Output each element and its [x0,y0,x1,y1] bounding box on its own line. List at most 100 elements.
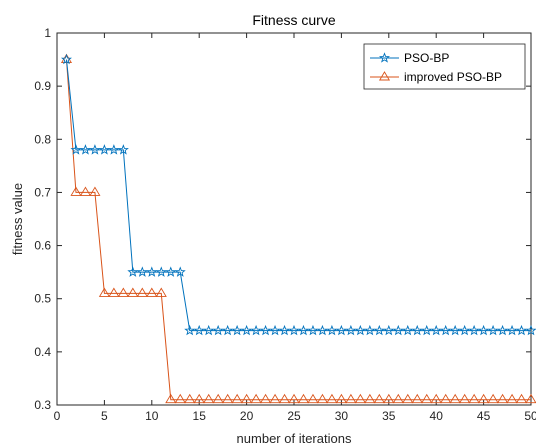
x-tick-label: 10 [145,409,159,423]
data-point-marker [79,144,91,155]
data-point-marker [525,393,536,404]
data-point-marker [117,144,129,155]
data-point-marker [98,287,110,297]
data-point-marker [155,287,167,297]
data-point-marker [203,324,215,336]
data-point-marker [335,324,347,336]
data-point-marker [89,144,101,155]
data-point-marker [316,393,328,404]
legend: PSO-BP improved PSO-BP [363,43,526,90]
data-point-marker [506,393,518,404]
data-point-marker [250,324,262,336]
data-point-marker [516,324,528,336]
x-axis-label: number of iterations [237,431,352,446]
data-point-marker [487,393,499,404]
legend-box [363,43,526,90]
y-tick-label: 0.3 [34,398,51,412]
data-point-marker [260,324,272,336]
x-tick-label: 45 [477,409,491,423]
axis-ticks: 0 5 10 15 20 25 30 35 40 45 50 0.3 0.4 0.5 0.6 0.7 0.8 0.… [34,26,536,423]
data-point-marker [383,393,395,404]
data-point-marker [146,287,158,297]
x-tick-label: 50 [524,409,536,423]
data-point-marker [136,287,148,297]
data-point-marker [392,324,404,336]
legend-marker-pso-bp [378,52,391,63]
x-tick-label: 40 [430,409,444,423]
data-point-marker [79,186,91,196]
data-point-marker [288,393,300,404]
data-point-marker [316,324,328,336]
data-point-marker [411,393,423,404]
data-point-marker [241,393,253,404]
data-point-marker [174,266,186,277]
data-point-marker [506,324,518,336]
data-point-marker [430,393,442,404]
data-point-marker [515,393,528,404]
data-point-marker [383,324,395,336]
series-line [65,59,531,401]
y-tick-label: 0.4 [34,345,51,359]
data-point-marker [184,324,196,336]
data-point-marker [212,393,224,404]
data-point-marker [117,287,129,297]
data-point-marker [430,324,442,336]
data-point-marker [241,324,253,336]
data-point-marker [392,393,404,404]
data-point-marker [449,393,461,404]
y-tick-label: 0.8 [34,132,51,146]
data-point-marker [459,393,471,404]
data-point-marker [98,144,110,155]
data-point-marker [373,324,385,336]
series-layer [60,53,536,404]
data-point-marker [459,324,471,336]
series-line [65,59,531,332]
data-point-marker [297,324,309,336]
data-point-marker [449,324,461,336]
data-point-marker [288,324,300,336]
data-point-marker [165,266,177,277]
x-tick-label: 15 [193,409,207,423]
x-tick-label: 25 [287,409,301,423]
data-point-marker [364,393,376,404]
data-point-marker [411,324,423,336]
data-point-marker [250,393,262,404]
series-pso-bp [60,53,536,336]
data-point-marker [421,393,433,404]
x-tick-label: 30 [335,409,349,423]
data-point-marker [127,287,139,297]
data-point-marker [345,393,357,404]
data-point-marker [297,393,310,404]
data-point-marker [497,324,509,336]
data-point-marker [155,266,167,277]
data-point-marker [326,393,338,404]
data-point-marker [440,393,452,404]
y-tick-label: 0.6 [34,239,51,253]
data-point-marker [269,324,281,336]
y-tick-label: 0.5 [34,292,51,306]
data-point-marker [136,266,148,277]
data-point-marker [269,393,281,404]
data-point-marker [354,324,366,336]
data-point-marker [193,393,205,404]
data-point-marker [478,324,490,336]
data-point-marker [108,144,120,155]
legend-label-improved-pso-bp: improved PSO-BP [404,70,502,84]
data-point-marker [307,393,319,404]
legend-marker-improved-pso-bp [378,71,391,81]
data-point-marker [222,393,234,404]
data-point-marker [326,324,338,336]
data-point-marker [165,393,177,404]
data-point-marker [203,393,215,404]
data-point-marker [184,393,196,404]
x-tick-label: 20 [240,409,254,423]
data-point-marker [402,393,414,404]
legend-label-pso-bp: PSO-BP [404,51,449,65]
data-point-marker [402,324,414,336]
data-point-marker [60,53,72,65]
plot-area [56,32,532,406]
data-point-marker [127,266,139,277]
data-point-marker [89,186,101,196]
data-point-marker [279,324,291,336]
